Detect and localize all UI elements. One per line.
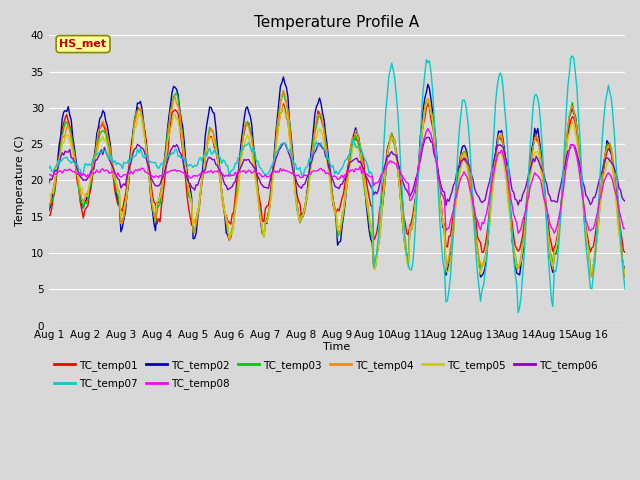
TC_temp05 <box>341 197 349 203</box>
TC_temp08 <box>341 172 349 178</box>
TC_temp04 <box>621 273 629 279</box>
Line: TC_temp07: TC_temp07 <box>49 56 625 312</box>
Line: TC_temp03: TC_temp03 <box>49 91 625 277</box>
TC_temp07 <box>543 225 550 231</box>
TC_temp06 <box>621 198 629 204</box>
TC_temp07 <box>65 157 72 163</box>
TC_temp05 <box>621 271 629 276</box>
TC_temp07 <box>620 272 627 277</box>
TC_temp02 <box>545 235 552 241</box>
TC_temp02 <box>280 74 287 80</box>
TC_temp04 <box>45 201 52 206</box>
TC_temp03 <box>543 216 550 221</box>
TC_temp08 <box>621 226 629 231</box>
TC_temp03 <box>621 274 629 280</box>
TC_temp05 <box>620 264 627 270</box>
TC_temp03 <box>280 88 287 94</box>
TC_temp05 <box>45 191 52 197</box>
TC_temp05 <box>424 97 432 103</box>
Line: TC_temp05: TC_temp05 <box>49 100 625 276</box>
TC_temp07 <box>568 53 576 59</box>
TC_temp02 <box>83 197 90 203</box>
TC_temp01 <box>543 209 550 215</box>
TC_temp01 <box>341 180 349 185</box>
TC_temp03 <box>618 254 626 260</box>
TC_temp02 <box>457 150 465 156</box>
TC_temp07 <box>456 125 463 131</box>
TC_temp06 <box>341 176 349 181</box>
TC_temp04 <box>543 217 550 223</box>
TC_temp08 <box>620 226 627 231</box>
TC_temp08 <box>83 174 90 180</box>
TC_temp02 <box>621 266 629 272</box>
Line: TC_temp08: TC_temp08 <box>49 129 625 233</box>
TC_temp01 <box>45 213 52 218</box>
Line: TC_temp04: TC_temp04 <box>49 91 625 276</box>
TC_temp06 <box>45 180 52 186</box>
TC_temp08 <box>515 230 522 236</box>
TC_temp05 <box>83 192 90 198</box>
Line: TC_temp06: TC_temp06 <box>49 137 625 205</box>
TC_temp01 <box>457 164 465 169</box>
TC_temp06 <box>65 149 72 155</box>
TC_temp07 <box>45 166 52 172</box>
TC_temp04 <box>588 274 596 279</box>
TC_temp06 <box>83 178 90 183</box>
Legend: TC_temp07, TC_temp08: TC_temp07, TC_temp08 <box>54 379 230 389</box>
TC_temp08 <box>457 175 465 180</box>
TC_temp04 <box>280 88 287 94</box>
TC_temp08 <box>65 167 72 173</box>
X-axis label: Time: Time <box>323 342 351 352</box>
TC_temp05 <box>586 273 594 278</box>
TC_temp01 <box>621 250 629 255</box>
TC_temp03 <box>83 201 90 206</box>
TC_temp04 <box>620 264 627 270</box>
TC_temp02 <box>620 263 627 269</box>
TC_temp01 <box>83 205 90 211</box>
Text: HS_met: HS_met <box>60 39 107 49</box>
TC_temp07 <box>83 161 90 167</box>
TC_temp04 <box>457 152 465 157</box>
TC_temp02 <box>477 274 484 280</box>
TC_temp03 <box>45 208 52 214</box>
TC_temp01 <box>618 237 626 242</box>
TC_temp02 <box>343 183 351 189</box>
TC_temp08 <box>45 172 52 178</box>
TC_temp07 <box>515 310 522 315</box>
Title: Temperature Profile A: Temperature Profile A <box>254 15 419 30</box>
TC_temp03 <box>343 186 351 192</box>
Line: TC_temp02: TC_temp02 <box>49 77 625 277</box>
TC_temp03 <box>457 154 465 160</box>
TC_temp02 <box>65 104 72 109</box>
TC_temp07 <box>341 157 349 163</box>
TC_temp05 <box>65 132 72 138</box>
TC_temp04 <box>343 180 351 186</box>
TC_temp06 <box>424 134 432 140</box>
TC_temp06 <box>620 197 627 203</box>
TC_temp01 <box>424 100 432 106</box>
TC_temp06 <box>459 157 467 163</box>
TC_temp04 <box>65 123 72 129</box>
Line: TC_temp01: TC_temp01 <box>49 103 625 252</box>
TC_temp01 <box>65 118 72 124</box>
Y-axis label: Temperature (C): Temperature (C) <box>15 135 25 226</box>
TC_temp06 <box>442 203 450 208</box>
TC_temp05 <box>543 219 550 225</box>
TC_temp08 <box>545 213 552 218</box>
TC_temp03 <box>65 124 72 130</box>
TC_temp06 <box>545 191 552 196</box>
TC_temp08 <box>424 126 432 132</box>
TC_temp02 <box>45 208 52 214</box>
TC_temp04 <box>83 191 90 197</box>
TC_temp07 <box>621 286 629 292</box>
TC_temp05 <box>457 165 465 170</box>
